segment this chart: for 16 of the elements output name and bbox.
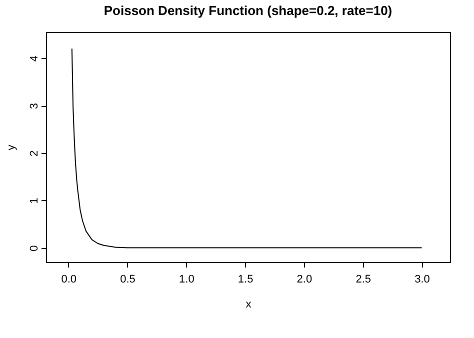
x-tick-label: 3.0 [414, 274, 430, 286]
y-tick-label: 4 [28, 56, 40, 62]
x-tick-label: 0.5 [120, 274, 136, 286]
y-tick-label: 2 [28, 150, 40, 156]
chart-title: Poisson Density Function (shape=0.2, rate=10) [104, 3, 392, 18]
y-tick-label: 1 [28, 198, 40, 204]
x-tick-label: 1.0 [179, 274, 194, 286]
x-axis-title: x [246, 298, 252, 310]
x-tick-label: 2.0 [296, 274, 312, 286]
x-tick-label: 2.5 [356, 274, 371, 286]
line-series [71, 48, 422, 248]
y-tick-label: 0 [28, 245, 40, 252]
x-tick-label: 0.0 [61, 274, 77, 286]
x-tick-label: 1.5 [238, 274, 254, 286]
y-axis-title: y [6, 144, 18, 150]
y-tick-label: 3 [28, 102, 40, 110]
